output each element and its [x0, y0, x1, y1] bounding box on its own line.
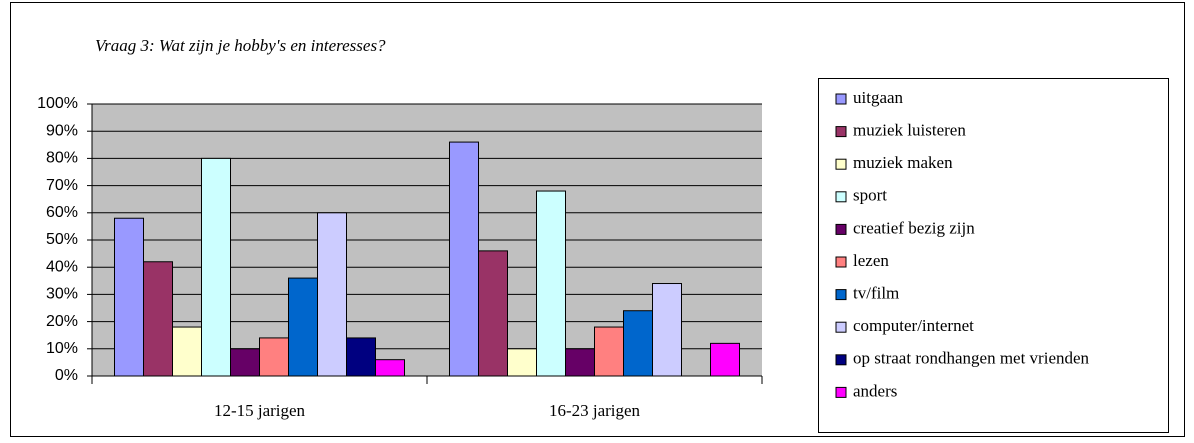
legend-box	[818, 78, 1169, 433]
bar	[478, 250, 508, 377]
legend-swatch	[835, 158, 847, 170]
legend-label: muziek maken	[853, 153, 953, 172]
legend-label: muziek luisteren	[853, 121, 966, 140]
legend-swatch	[835, 93, 847, 105]
legend-swatch	[835, 223, 847, 235]
y-tick-label: 80%	[46, 150, 78, 167]
x-tick-label: 16-23 jarigen	[549, 401, 641, 420]
y-tick-label: 90%	[46, 122, 78, 139]
y-tick-label: 60%	[46, 204, 78, 221]
legend-label: tv/film	[853, 284, 899, 303]
legend-swatch	[835, 354, 847, 366]
legend-label: lezen	[853, 251, 889, 270]
bar	[536, 190, 566, 377]
chart-title: Vraag 3: Wat zijn je hobby's en interess…	[95, 36, 386, 55]
bar	[710, 342, 740, 377]
bar	[259, 337, 289, 377]
y-tick-label: 100%	[37, 95, 78, 112]
legend-swatch	[835, 321, 847, 333]
bar	[230, 348, 260, 377]
bar	[317, 212, 347, 377]
y-tick-label: 40%	[46, 258, 78, 275]
bar	[143, 261, 173, 377]
legend-swatch	[835, 256, 847, 268]
legend-swatch	[835, 191, 847, 203]
bar	[288, 277, 318, 377]
legend-label: computer/internet	[853, 316, 974, 335]
y-tick-label: 10%	[46, 340, 78, 357]
legend-swatch	[835, 386, 847, 398]
y-tick-label: 30%	[46, 286, 78, 303]
legend-swatch	[835, 126, 847, 138]
y-tick-label: 50%	[46, 231, 78, 248]
y-tick-label: 70%	[46, 177, 78, 194]
bar	[565, 348, 595, 377]
bar	[507, 348, 537, 377]
bar	[449, 141, 479, 377]
bar	[594, 326, 624, 377]
x-tick-label: 12-15 jarigen	[214, 401, 306, 420]
bar	[652, 283, 682, 377]
legend-label: anders	[853, 381, 897, 400]
y-tick-label: 0%	[55, 367, 78, 384]
bar	[375, 359, 405, 377]
legend-label: op straat rondhangen met vrienden	[853, 349, 1090, 368]
legend-swatch	[835, 289, 847, 301]
legend-label: uitgaan	[853, 88, 904, 107]
bar	[623, 310, 653, 377]
bar	[172, 326, 202, 377]
bar	[201, 157, 231, 377]
bar	[346, 337, 376, 377]
legend-label: sport	[853, 186, 887, 205]
y-tick-label: 20%	[46, 313, 78, 330]
legend-label: creatief bezig zijn	[853, 218, 975, 237]
bar	[114, 217, 144, 377]
